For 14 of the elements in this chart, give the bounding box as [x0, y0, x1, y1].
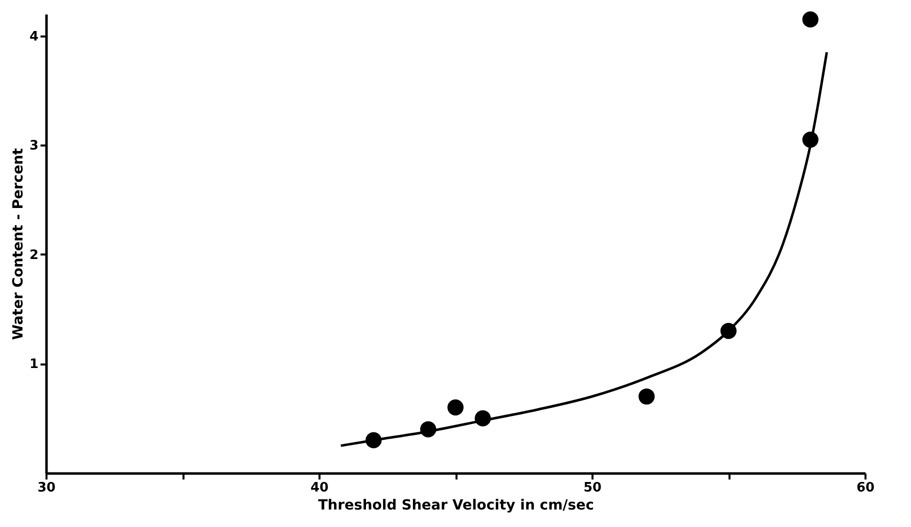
point — [802, 11, 818, 28]
y-axis-title: Water Content - Percent — [10, 148, 26, 340]
x-tick-label: 60 — [856, 480, 875, 496]
x-tick-label: 50 — [583, 480, 602, 496]
x-tick-label: 40 — [310, 480, 329, 496]
y-tick-label: 3 — [29, 138, 38, 154]
point — [447, 399, 464, 416]
y-tick-label: 1 — [29, 357, 38, 372]
point — [638, 388, 655, 405]
x-axis-title: Threshold Shear Velocity in cm/sec — [318, 498, 594, 514]
y-tick-label: 2 — [29, 248, 38, 263]
line-series — [340, 51, 828, 447]
x-tick-label: 30 — [37, 480, 56, 496]
y-tick-label: 4 — [29, 29, 38, 44]
